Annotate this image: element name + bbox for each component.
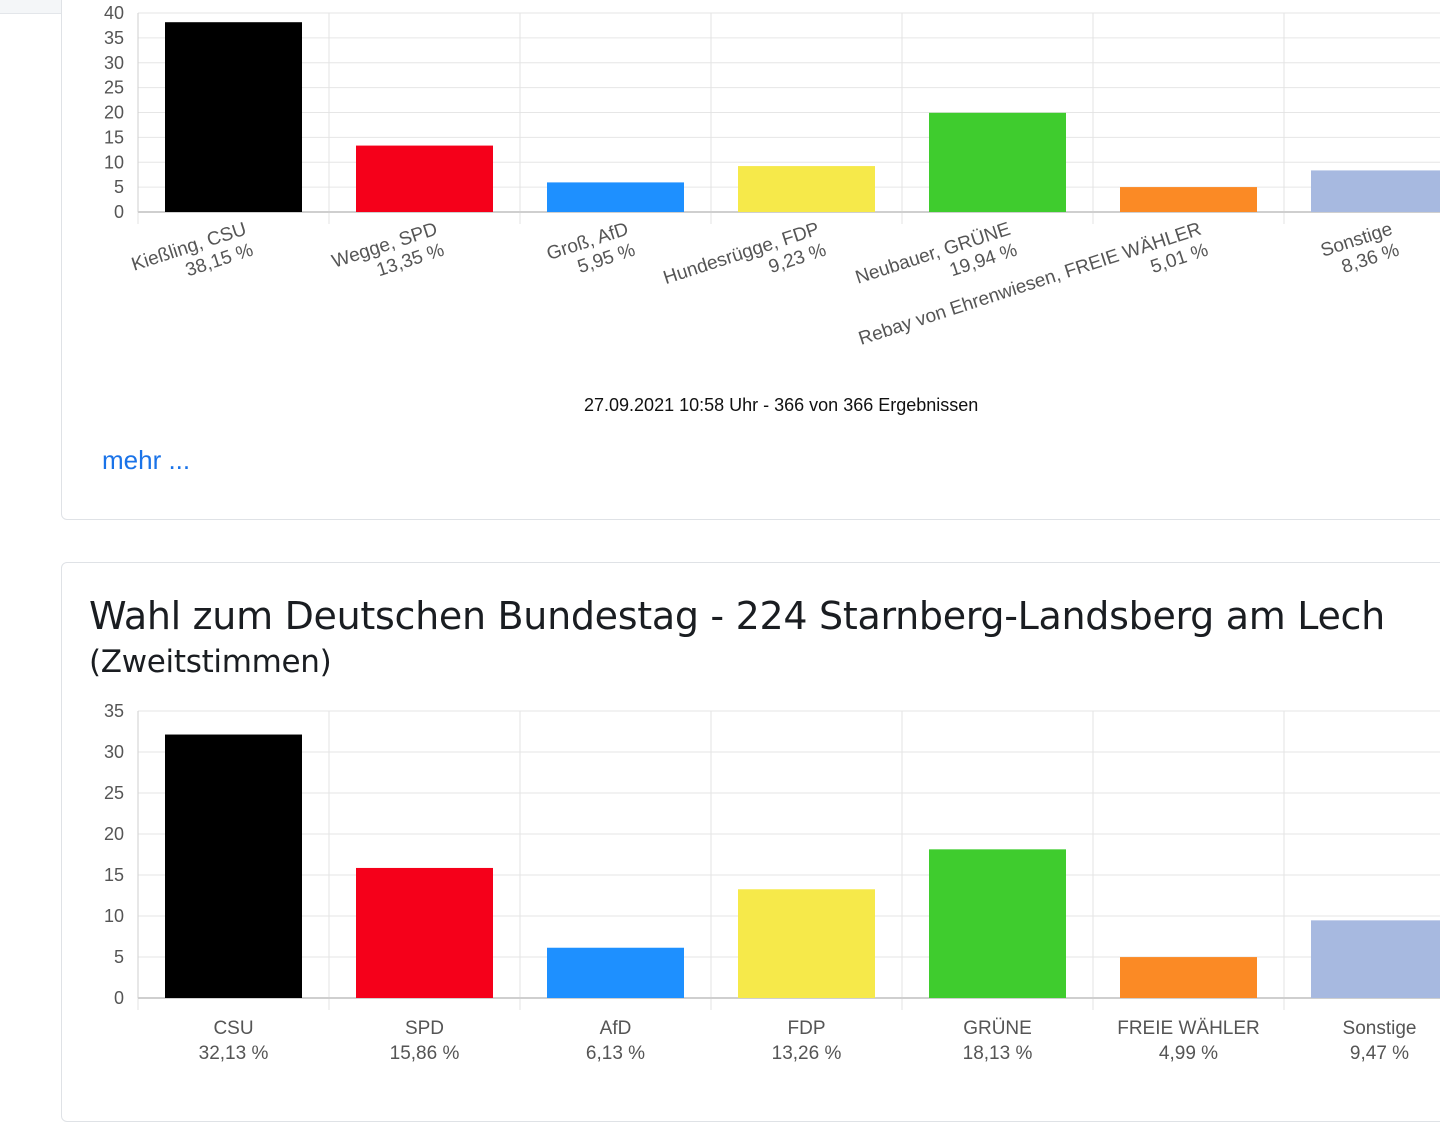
chart-0-bar-0[interactable] — [165, 22, 302, 212]
chart-1-value-label: 18,13 % — [963, 1043, 1033, 1064]
chart-0-ytick-label: 30 — [104, 53, 124, 73]
chart-1-value-label: 4,99 % — [1159, 1043, 1218, 1064]
chart-1-ytick-label: 35 — [104, 701, 124, 721]
chart-1-bar-4[interactable] — [929, 849, 1066, 998]
chart-1-category-label: GRÜNE — [963, 1018, 1032, 1039]
chart-0-bar-1[interactable] — [356, 145, 493, 212]
chart-0-ytick-label: 25 — [104, 78, 124, 98]
chart-1-ytick-label: 25 — [104, 783, 124, 803]
chart-1-value-label: 32,13 % — [199, 1043, 269, 1064]
chart-1-value-label: 9,47 % — [1350, 1043, 1409, 1064]
chart-1-bar-2[interactable] — [547, 947, 684, 998]
chart-0-ytick-label: 40 — [104, 3, 124, 23]
chart-0-ytick-label: 15 — [104, 127, 124, 147]
bar-chart-zweitstimmen: 0 5 10 15 20 25 30 35 CSU 32,13 % SPD 15,86 % AfD 6,1… — [104, 701, 1440, 1064]
chart-0-ytick-label: 5 — [114, 177, 124, 197]
chart-0-ytick-label: 10 — [104, 152, 124, 172]
chart-1-category-label: FDP — [788, 1018, 826, 1039]
chart-1-value-label: 13,26 % — [772, 1043, 842, 1064]
chart-1-bar-0[interactable] — [165, 734, 302, 998]
chart-0-ytick-label: 35 — [104, 28, 124, 48]
chart-0-ytick-label: 20 — [104, 103, 124, 123]
chart-1-value-label: 15,86 % — [390, 1043, 460, 1064]
chart-1-plot: 0 5 10 15 20 25 30 35 CSU 32,13 % SPD 15,86 % AfD 6,1… — [104, 701, 1440, 1064]
chart-0-ytick-label: 0 — [114, 202, 124, 222]
chart-1-ytick-label: 5 — [114, 947, 124, 967]
chart-1-ytick-label: 20 — [104, 824, 124, 844]
page-title: Wahl zum Deutschen Bundestag - 224 Starn… — [89, 594, 1385, 638]
chart-1-bar-6[interactable] — [1311, 920, 1440, 998]
page-subtitle: (Zweitstimmen) — [89, 644, 332, 680]
section-title: Wahl zum Deutschen Bundestag - 224 Starn… — [89, 592, 1409, 684]
chart-1-category-label: SPD — [405, 1018, 444, 1039]
chart-1-category-label: CSU — [213, 1018, 253, 1039]
chart-0-bar-2[interactable] — [547, 182, 684, 212]
results-timestamp: 27.09.2021 10:58 Uhr - 366 von 366 Ergeb… — [584, 395, 979, 415]
chart-1-bar-5[interactable] — [1120, 957, 1257, 998]
chart-1-ytick-label: 0 — [114, 988, 124, 1008]
chart-1-value-label: 6,13 % — [586, 1043, 645, 1064]
chart-1-category-label: AfD — [600, 1018, 632, 1039]
chart-0-bar-6[interactable] — [1311, 170, 1440, 212]
chart-1-category-label: Sonstige — [1343, 1018, 1417, 1039]
more-link[interactable]: mehr ... — [102, 445, 191, 475]
chart-0-bar-4[interactable] — [929, 112, 1066, 212]
chart-0-bar-3[interactable] — [738, 166, 875, 212]
chart-1-category-label: FREIE WÄHLER — [1117, 1018, 1260, 1039]
chart-1-bar-3[interactable] — [738, 889, 875, 998]
chart-1-bar-1[interactable] — [356, 867, 493, 998]
chart-1-ytick-label: 30 — [104, 742, 124, 762]
chart-1-ytick-label: 15 — [104, 865, 124, 885]
chart-0-bar-5[interactable] — [1120, 187, 1257, 212]
chart-1-ytick-label: 10 — [104, 906, 124, 926]
